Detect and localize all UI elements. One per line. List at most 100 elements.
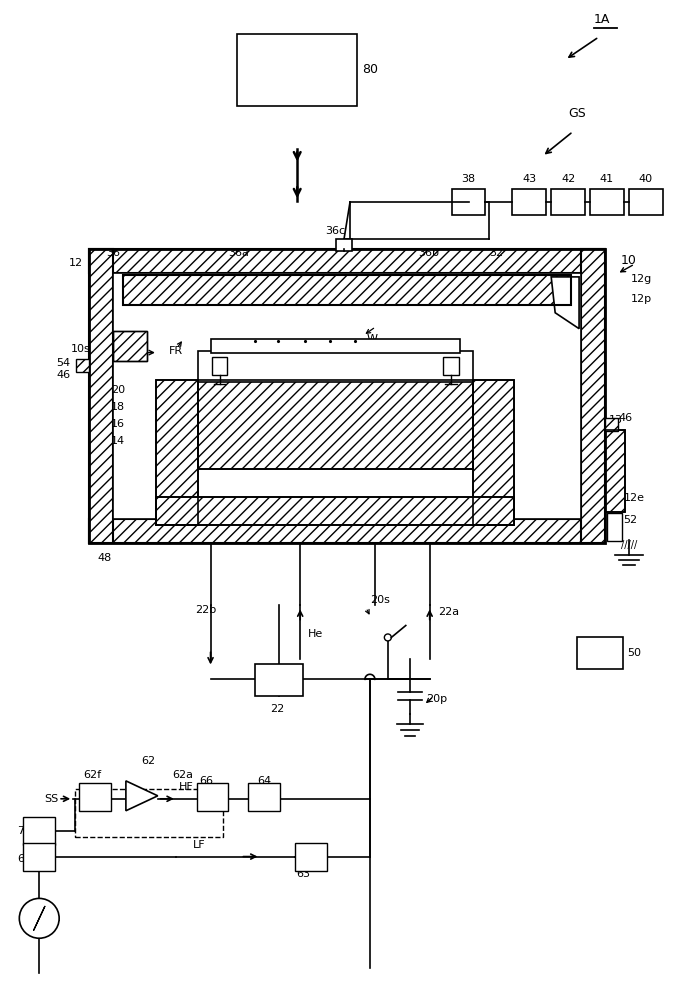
Text: 38: 38 <box>461 174 475 184</box>
Bar <box>605 430 625 512</box>
Text: 18f: 18f <box>229 358 247 368</box>
Polygon shape <box>126 781 158 811</box>
Text: 12p: 12p <box>631 294 652 304</box>
Text: /////: ///// <box>621 540 637 550</box>
Text: 22: 22 <box>270 704 284 714</box>
Text: 18: 18 <box>111 402 125 412</box>
Text: 52: 52 <box>623 515 637 525</box>
Text: W: W <box>367 334 378 344</box>
Text: 54: 54 <box>56 358 70 368</box>
Bar <box>123 275 571 305</box>
Text: 12: 12 <box>69 258 83 268</box>
Text: 24: 24 <box>268 447 282 457</box>
Bar <box>551 189 585 215</box>
Bar <box>113 331 147 361</box>
Text: SS: SS <box>44 794 59 804</box>
Text: 13: 13 <box>609 415 623 425</box>
Bar <box>75 789 222 837</box>
Bar <box>473 380 514 525</box>
Text: 20p: 20p <box>426 694 447 704</box>
Bar <box>89 519 605 543</box>
Text: 64: 64 <box>257 776 271 786</box>
Text: GS: GS <box>568 107 586 120</box>
Text: 30: 30 <box>392 348 406 358</box>
Bar <box>155 380 198 525</box>
Text: 62f: 62f <box>83 770 101 780</box>
Text: 62: 62 <box>141 756 156 766</box>
Circle shape <box>384 634 391 641</box>
Text: 42: 42 <box>561 174 575 184</box>
Text: 12e: 12e <box>624 493 645 503</box>
Bar <box>198 380 473 469</box>
Text: 63: 63 <box>296 869 310 879</box>
Text: 22a: 22a <box>438 607 459 617</box>
Text: 41: 41 <box>600 174 614 184</box>
Bar <box>113 331 147 361</box>
Text: 34: 34 <box>273 352 286 362</box>
Bar <box>198 380 473 469</box>
Bar <box>23 817 55 845</box>
Text: 36b: 36b <box>418 248 438 258</box>
Text: 46: 46 <box>56 370 70 380</box>
Text: 61: 61 <box>47 913 61 923</box>
Bar <box>89 249 113 543</box>
Bar <box>512 189 546 215</box>
Bar <box>210 339 459 353</box>
Bar <box>577 637 623 669</box>
Text: 32: 32 <box>489 248 503 258</box>
Bar <box>155 380 198 525</box>
Text: 66: 66 <box>199 776 213 786</box>
Bar <box>23 843 55 871</box>
Bar <box>89 249 605 273</box>
Bar <box>248 783 280 811</box>
Bar <box>605 430 625 512</box>
Text: HF: HF <box>178 782 194 792</box>
Text: 43: 43 <box>522 174 536 184</box>
Bar <box>155 497 514 525</box>
Text: FR: FR <box>169 346 183 356</box>
Bar <box>238 34 357 106</box>
Text: 16: 16 <box>111 419 125 429</box>
Text: 36: 36 <box>106 248 120 258</box>
Bar <box>296 843 327 871</box>
Bar <box>76 359 89 372</box>
Bar <box>123 275 571 305</box>
Text: 40: 40 <box>638 174 653 184</box>
Text: 34a: 34a <box>296 358 317 368</box>
Text: 1A: 1A <box>594 13 610 26</box>
Bar <box>473 380 514 525</box>
Bar <box>155 497 514 525</box>
Text: 12g: 12g <box>631 274 652 284</box>
Bar <box>336 239 352 251</box>
Text: 14: 14 <box>111 436 125 446</box>
Text: LF: LF <box>192 840 205 850</box>
Circle shape <box>20 898 59 938</box>
Bar <box>255 664 303 696</box>
Text: 36a: 36a <box>229 248 250 258</box>
Text: 62a: 62a <box>173 770 194 780</box>
Bar <box>79 783 111 811</box>
Bar <box>581 249 605 543</box>
Bar <box>590 189 624 215</box>
Text: 50: 50 <box>627 648 641 658</box>
Bar <box>89 249 605 543</box>
Text: 46: 46 <box>619 413 633 423</box>
Bar <box>198 351 473 382</box>
Bar <box>113 273 581 519</box>
Text: 10s: 10s <box>71 344 91 354</box>
Bar <box>605 418 618 431</box>
Bar <box>197 783 229 811</box>
Text: 36c: 36c <box>325 226 345 236</box>
Text: 48: 48 <box>97 553 112 563</box>
Bar <box>629 189 663 215</box>
Text: 80: 80 <box>362 63 378 76</box>
Polygon shape <box>551 277 579 329</box>
Bar <box>443 357 459 375</box>
Text: 65: 65 <box>17 854 31 864</box>
Bar <box>607 513 622 541</box>
Bar <box>452 189 485 215</box>
Text: 20s: 20s <box>370 595 390 605</box>
Text: He: He <box>308 629 323 639</box>
Text: 20: 20 <box>111 385 125 395</box>
Text: 22b: 22b <box>196 605 217 615</box>
